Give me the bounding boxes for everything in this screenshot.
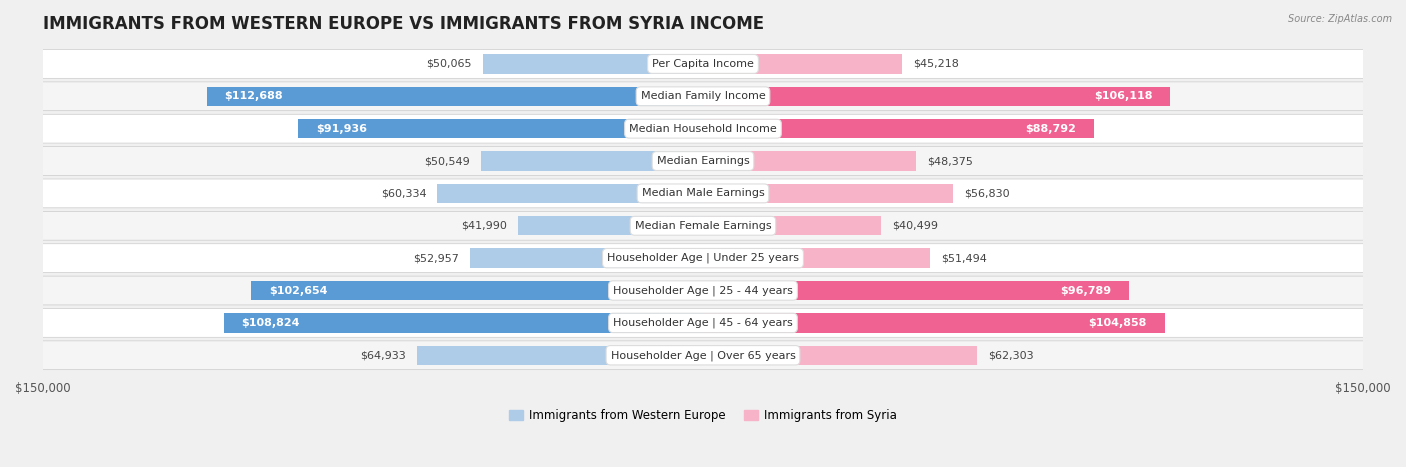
Bar bbox=[482, 54, 703, 74]
Bar bbox=[703, 86, 1170, 106]
Text: $96,789: $96,789 bbox=[1060, 285, 1111, 296]
Text: Median Household Income: Median Household Income bbox=[628, 124, 778, 134]
Text: Householder Age | 25 - 44 years: Householder Age | 25 - 44 years bbox=[613, 285, 793, 296]
Text: $88,792: $88,792 bbox=[1025, 124, 1076, 134]
FancyBboxPatch shape bbox=[38, 276, 1368, 304]
FancyBboxPatch shape bbox=[41, 147, 1365, 176]
Bar bbox=[252, 281, 703, 300]
FancyBboxPatch shape bbox=[38, 114, 1368, 143]
FancyBboxPatch shape bbox=[41, 50, 1365, 78]
Text: Median Male Earnings: Median Male Earnings bbox=[641, 188, 765, 198]
FancyBboxPatch shape bbox=[41, 341, 1365, 370]
Bar bbox=[437, 184, 703, 203]
Text: Median Family Income: Median Family Income bbox=[641, 92, 765, 101]
Bar bbox=[519, 216, 703, 235]
FancyBboxPatch shape bbox=[38, 147, 1368, 175]
Bar bbox=[703, 346, 977, 365]
Text: Per Capita Income: Per Capita Income bbox=[652, 59, 754, 69]
Text: $60,334: $60,334 bbox=[381, 188, 426, 198]
Bar bbox=[703, 184, 953, 203]
Text: IMMIGRANTS FROM WESTERN EUROPE VS IMMIGRANTS FROM SYRIA INCOME: IMMIGRANTS FROM WESTERN EUROPE VS IMMIGR… bbox=[42, 15, 763, 33]
Bar bbox=[703, 54, 903, 74]
Text: $104,858: $104,858 bbox=[1088, 318, 1147, 328]
Text: $52,957: $52,957 bbox=[413, 253, 458, 263]
Bar bbox=[703, 216, 882, 235]
Text: $62,303: $62,303 bbox=[988, 350, 1033, 360]
Bar bbox=[703, 151, 915, 171]
FancyBboxPatch shape bbox=[38, 309, 1368, 337]
FancyBboxPatch shape bbox=[41, 244, 1365, 273]
Text: $56,830: $56,830 bbox=[965, 188, 1010, 198]
Legend: Immigrants from Western Europe, Immigrants from Syria: Immigrants from Western Europe, Immigran… bbox=[509, 409, 897, 422]
FancyBboxPatch shape bbox=[38, 341, 1368, 369]
Text: Source: ZipAtlas.com: Source: ZipAtlas.com bbox=[1288, 14, 1392, 24]
Bar bbox=[298, 119, 703, 138]
Bar bbox=[703, 313, 1164, 333]
FancyBboxPatch shape bbox=[41, 309, 1365, 337]
Bar bbox=[207, 86, 703, 106]
Text: $112,688: $112,688 bbox=[225, 92, 283, 101]
FancyBboxPatch shape bbox=[38, 82, 1368, 110]
FancyBboxPatch shape bbox=[41, 212, 1365, 240]
Text: $108,824: $108,824 bbox=[242, 318, 299, 328]
FancyBboxPatch shape bbox=[38, 212, 1368, 240]
Text: $40,499: $40,499 bbox=[893, 221, 938, 231]
FancyBboxPatch shape bbox=[41, 114, 1365, 143]
Text: $41,990: $41,990 bbox=[461, 221, 508, 231]
Bar bbox=[703, 119, 1094, 138]
FancyBboxPatch shape bbox=[41, 276, 1365, 305]
Bar bbox=[481, 151, 703, 171]
Text: Householder Age | Over 65 years: Householder Age | Over 65 years bbox=[610, 350, 796, 361]
Text: $51,494: $51,494 bbox=[941, 253, 987, 263]
Text: Householder Age | Under 25 years: Householder Age | Under 25 years bbox=[607, 253, 799, 263]
FancyBboxPatch shape bbox=[38, 179, 1368, 207]
Text: $64,933: $64,933 bbox=[360, 350, 406, 360]
Bar bbox=[470, 248, 703, 268]
Bar bbox=[418, 346, 703, 365]
FancyBboxPatch shape bbox=[41, 179, 1365, 208]
FancyBboxPatch shape bbox=[38, 50, 1368, 78]
Bar bbox=[703, 281, 1129, 300]
Bar bbox=[224, 313, 703, 333]
FancyBboxPatch shape bbox=[38, 244, 1368, 272]
Text: $50,065: $50,065 bbox=[426, 59, 471, 69]
FancyBboxPatch shape bbox=[41, 82, 1365, 111]
Text: $91,936: $91,936 bbox=[316, 124, 367, 134]
Text: Householder Age | 45 - 64 years: Householder Age | 45 - 64 years bbox=[613, 318, 793, 328]
Text: $102,654: $102,654 bbox=[269, 285, 328, 296]
Text: $45,218: $45,218 bbox=[912, 59, 959, 69]
Text: $106,118: $106,118 bbox=[1094, 92, 1153, 101]
Text: $48,375: $48,375 bbox=[927, 156, 973, 166]
Bar bbox=[703, 248, 929, 268]
Text: $50,549: $50,549 bbox=[423, 156, 470, 166]
Text: Median Earnings: Median Earnings bbox=[657, 156, 749, 166]
Text: Median Female Earnings: Median Female Earnings bbox=[634, 221, 772, 231]
